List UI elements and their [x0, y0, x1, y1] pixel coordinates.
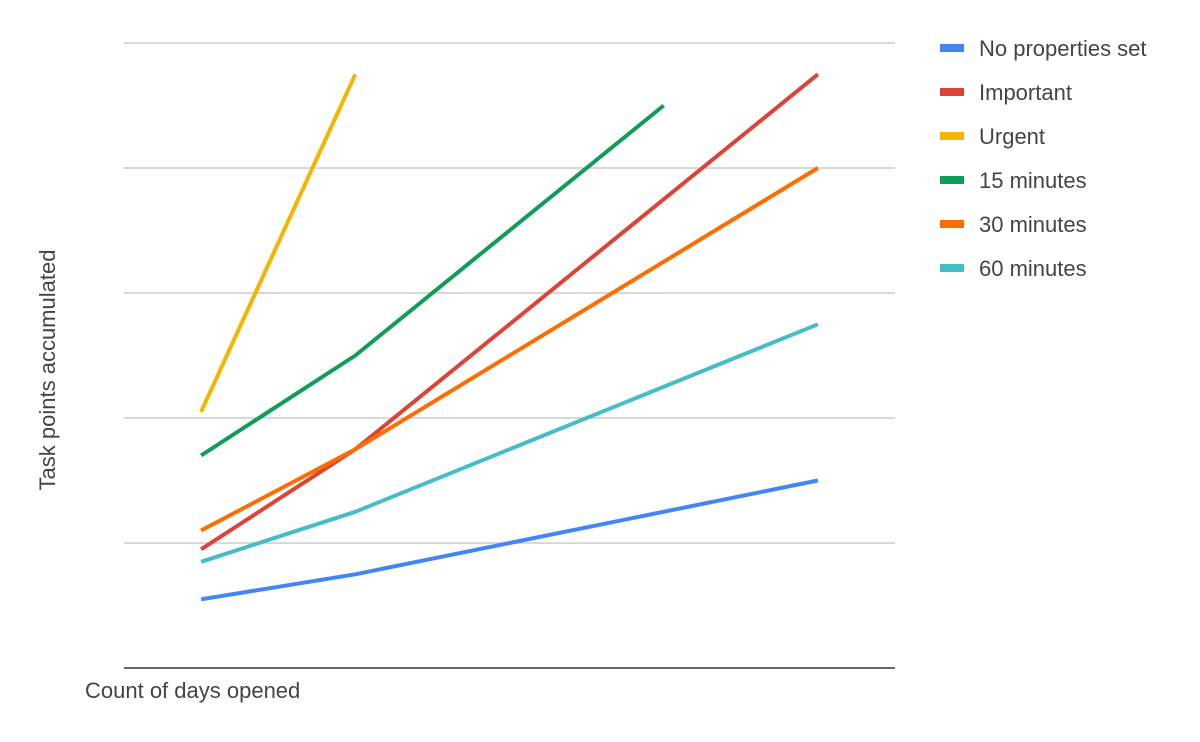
series-lines — [199, 72, 820, 602]
legend-label: 15 minutes — [979, 168, 1087, 193]
legend-swatch — [940, 132, 964, 140]
legend-swatch — [940, 88, 964, 96]
legend-swatch — [940, 264, 964, 272]
legend-label: 60 minutes — [979, 256, 1087, 281]
legend-label: No properties set — [979, 36, 1147, 61]
series-line-important — [200, 72, 820, 551]
series-line-no-properties-set — [200, 478, 819, 602]
x-axis-label: Count of days opened — [85, 678, 300, 703]
series-line-30-minutes — [200, 166, 819, 533]
legend-label: 30 minutes — [979, 212, 1087, 237]
series-line-60-minutes — [200, 322, 819, 564]
legend: No properties set Important Urgent 15 minut… — [940, 36, 1147, 281]
legend-swatch — [940, 220, 964, 228]
legend-label: Important — [979, 80, 1072, 105]
y-axis-label: Task points accumulated — [35, 250, 60, 491]
gridlines — [124, 42, 895, 669]
series-line-urgent — [199, 73, 358, 413]
legend-label: Urgent — [979, 124, 1045, 149]
legend-swatch — [940, 44, 964, 52]
legend-swatch — [940, 176, 964, 184]
series-line-15-minutes — [200, 103, 665, 458]
